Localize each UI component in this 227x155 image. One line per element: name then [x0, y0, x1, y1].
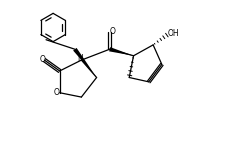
Text: O: O: [109, 27, 115, 36]
Text: OH: OH: [167, 29, 179, 38]
Polygon shape: [109, 47, 133, 56]
Polygon shape: [73, 48, 96, 78]
Text: N: N: [77, 54, 83, 63]
Text: O: O: [54, 88, 60, 97]
Text: O: O: [39, 55, 45, 64]
